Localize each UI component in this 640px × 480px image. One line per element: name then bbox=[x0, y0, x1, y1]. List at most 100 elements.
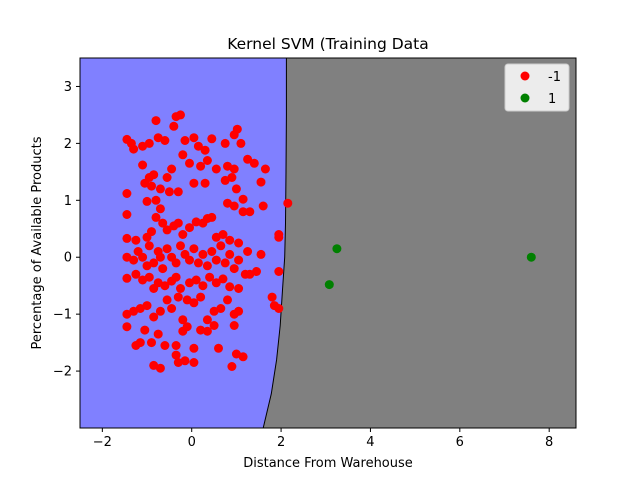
point-class-negative-12 bbox=[189, 133, 199, 143]
chart-title: Kernel SVM (Training Data bbox=[227, 35, 429, 53]
point-class-negative-122 bbox=[191, 275, 201, 285]
point-class-negative-112 bbox=[131, 269, 141, 279]
point-class-negative-158 bbox=[160, 341, 170, 350]
point-class-negative-154 bbox=[135, 338, 145, 348]
point-class-negative-96 bbox=[185, 255, 194, 265]
point-class-negative-161 bbox=[182, 322, 192, 332]
plot-frame bbox=[79, 57, 577, 429]
point-class-negative-155 bbox=[140, 325, 150, 335]
point-class-negative-53 bbox=[238, 207, 248, 217]
point-class-negative-104 bbox=[220, 258, 230, 268]
point-class-negative-64 bbox=[162, 225, 172, 235]
point-class-negative-59 bbox=[131, 235, 141, 245]
point-class-negative-25 bbox=[155, 184, 165, 194]
point-class-negative-156 bbox=[147, 338, 156, 348]
y-tick-label: −1 bbox=[53, 308, 72, 323]
legend-marker-negative bbox=[520, 71, 530, 81]
point-class-negative-119 bbox=[171, 272, 181, 282]
point-class-negative-5 bbox=[151, 116, 161, 126]
point-class-negative-61 bbox=[147, 227, 156, 237]
point-class-negative-84 bbox=[138, 252, 148, 262]
point-class-negative-167 bbox=[229, 321, 239, 330]
point-class-negative-52 bbox=[229, 201, 239, 211]
x-tick-label: 8 bbox=[545, 435, 553, 450]
point-class-negative-13 bbox=[193, 141, 203, 151]
point-class-negative-94 bbox=[176, 241, 185, 251]
point-class-negative-133 bbox=[142, 301, 152, 311]
point-class-positive-2 bbox=[526, 252, 536, 262]
point-class-negative-54 bbox=[245, 207, 255, 217]
point-class-negative-136 bbox=[162, 295, 172, 305]
point-class-negative-110 bbox=[274, 267, 284, 276]
point-class-negative-90 bbox=[158, 264, 168, 274]
point-class-negative-123 bbox=[198, 281, 208, 291]
point-class-negative-37 bbox=[260, 164, 270, 174]
point-class-negative-145 bbox=[216, 304, 226, 313]
point-class-negative-80 bbox=[274, 232, 284, 242]
point-class-negative-91 bbox=[162, 244, 172, 254]
x-tick-label: 2 bbox=[277, 435, 285, 450]
point-class-negative-2 bbox=[129, 144, 139, 154]
point-class-negative-8 bbox=[169, 121, 179, 131]
point-class-negative-149 bbox=[267, 292, 277, 302]
point-class-negative-19 bbox=[236, 138, 246, 148]
y-tick-label: 0 bbox=[64, 251, 72, 266]
plot-area bbox=[80, 58, 576, 428]
point-class-negative-169 bbox=[238, 352, 248, 362]
point-class-negative-74 bbox=[218, 230, 228, 239]
point-class-negative-14 bbox=[200, 145, 210, 155]
point-class-negative-58 bbox=[122, 233, 132, 243]
point-class-negative-124 bbox=[205, 272, 215, 282]
point-class-negative-100 bbox=[202, 261, 212, 271]
point-class-negative-47 bbox=[200, 178, 210, 188]
point-class-negative-62 bbox=[151, 212, 161, 222]
point-class-negative-138 bbox=[173, 292, 183, 302]
point-class-negative-127 bbox=[225, 282, 235, 292]
point-class-negative-42 bbox=[151, 195, 161, 205]
legend-marker-positive bbox=[520, 93, 530, 103]
point-class-negative-98 bbox=[193, 258, 203, 268]
point-class-negative-76 bbox=[234, 238, 244, 248]
point-class-negative-114 bbox=[144, 272, 154, 282]
point-class-negative-34 bbox=[229, 164, 239, 174]
point-class-negative-20 bbox=[138, 160, 148, 170]
point-class-negative-101 bbox=[207, 247, 217, 256]
point-class-negative-7 bbox=[160, 136, 170, 145]
point-class-negative-141 bbox=[189, 298, 199, 308]
point-class-negative-93 bbox=[171, 258, 181, 268]
point-class-negative-41 bbox=[142, 196, 152, 206]
point-class-negative-134 bbox=[149, 312, 159, 322]
point-class-negative-162 bbox=[189, 343, 199, 353]
legend-label-negative: -1 bbox=[548, 70, 561, 85]
point-class-negative-11 bbox=[180, 136, 190, 145]
point-class-negative-39 bbox=[122, 189, 132, 198]
point-class-negative-139 bbox=[178, 315, 188, 325]
point-class-negative-50 bbox=[231, 184, 241, 194]
point-class-negative-28 bbox=[178, 150, 188, 160]
point-class-negative-78 bbox=[256, 249, 266, 259]
point-class-negative-77 bbox=[243, 247, 253, 256]
point-class-negative-31 bbox=[202, 156, 212, 165]
point-class-negative-164 bbox=[202, 326, 212, 336]
point-class-negative-129 bbox=[245, 269, 255, 279]
point-class-negative-152 bbox=[122, 322, 132, 332]
point-class-negative-40 bbox=[122, 210, 132, 219]
point-class-negative-151 bbox=[274, 304, 284, 313]
point-class-negative-148 bbox=[234, 306, 244, 316]
point-class-negative-36 bbox=[249, 158, 259, 168]
point-class-negative-35 bbox=[243, 154, 253, 164]
point-class-negative-125 bbox=[211, 278, 221, 288]
point-class-negative-69 bbox=[191, 217, 201, 227]
point-class-negative-135 bbox=[155, 306, 165, 316]
point-class-negative-117 bbox=[160, 281, 170, 291]
point-class-negative-63 bbox=[158, 218, 168, 228]
point-class-negative-30 bbox=[196, 161, 206, 171]
scatter-points bbox=[122, 110, 536, 373]
y-tick-label: 2 bbox=[64, 137, 72, 152]
point-class-negative-86 bbox=[144, 241, 154, 251]
point-class-negative-67 bbox=[178, 230, 188, 239]
x-tick-label: 4 bbox=[366, 435, 374, 450]
point-class-negative-165 bbox=[209, 321, 219, 330]
decision-boundary bbox=[262, 58, 287, 428]
